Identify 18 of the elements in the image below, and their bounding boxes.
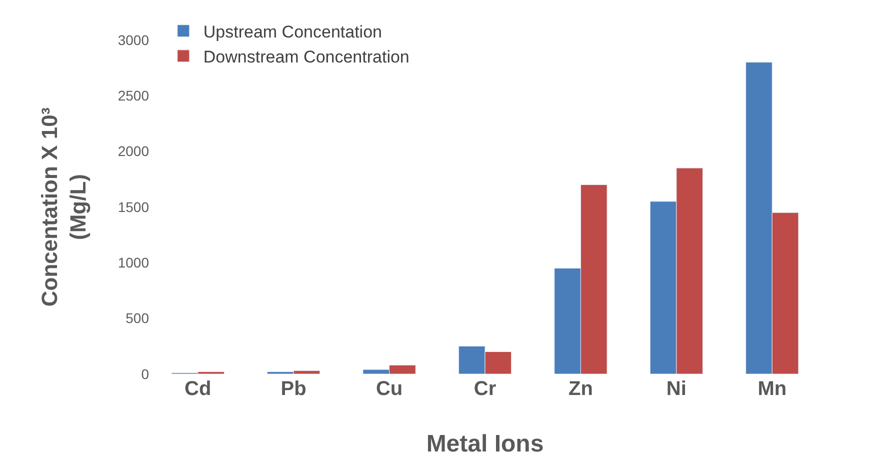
y-tick-label: 3000 bbox=[118, 32, 150, 48]
y-tick-label: 2000 bbox=[118, 143, 150, 160]
x-tick-label: Cd bbox=[184, 378, 212, 400]
x-tick-label: Zn bbox=[568, 378, 593, 400]
legend-label: Downstream Concentration bbox=[203, 48, 410, 67]
x-tick-label: Cr bbox=[474, 378, 496, 400]
x-axis-title: Metal Ions bbox=[426, 430, 544, 458]
x-tick-label: Pb bbox=[280, 378, 306, 400]
y-tick-label: 0 bbox=[141, 366, 150, 382]
y-tick-label: 1500 bbox=[118, 198, 150, 215]
x-tick-label: Mn bbox=[758, 378, 787, 400]
y-tick-label: 1000 bbox=[118, 254, 150, 271]
y-tick-label: 2500 bbox=[118, 88, 150, 104]
y-axis-title: Concentation X 10³ (Mg/L) bbox=[37, 107, 91, 307]
legend-label: Upstream Concentation bbox=[203, 22, 382, 42]
x-tick-label: Ni bbox=[666, 378, 686, 400]
x-tick-label: Cu bbox=[376, 378, 403, 400]
y-tick-label: 500 bbox=[126, 310, 150, 326]
